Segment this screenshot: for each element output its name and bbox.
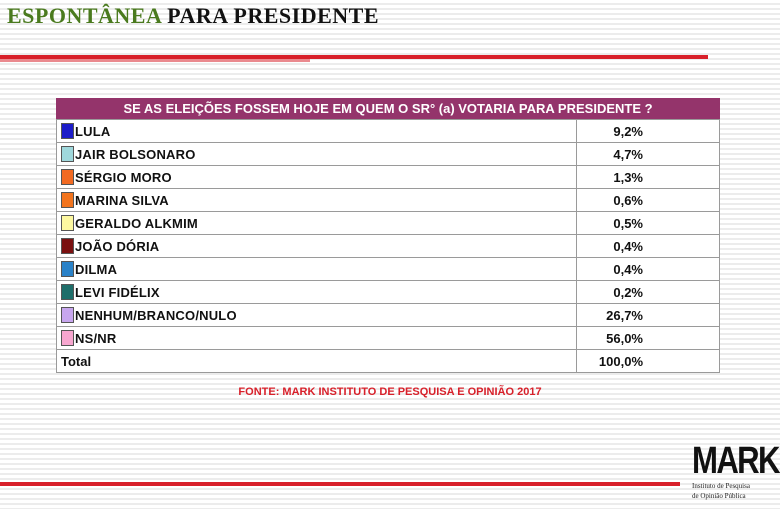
- table-row: DILMA 0,4%: [56, 257, 720, 281]
- candidate-name: NS/NR: [75, 330, 117, 346]
- legend-swatch: [61, 330, 74, 346]
- logo-wordmark: MARK: [692, 440, 780, 482]
- candidate-cell: NENHUM/BRANCO/NULO: [56, 303, 577, 327]
- legend-swatch: [61, 192, 74, 208]
- candidate-cell: LEVI FIDÉLIX: [56, 280, 577, 304]
- percentage-value: 1,3%: [576, 165, 720, 189]
- candidate-cell: LULA: [56, 119, 577, 143]
- table-row: SÉRGIO MORO 1,3%: [56, 165, 720, 189]
- table-row: MARINA SILVA 0,6%: [56, 188, 720, 212]
- red-band-top: [0, 55, 708, 59]
- candidate-name: LULA: [75, 123, 111, 139]
- candidate-cell: NS/NR: [56, 326, 577, 350]
- legend-swatch: [61, 307, 74, 323]
- title-part-1: ESPONTÂNEA: [7, 3, 162, 28]
- candidate-cell: DILMA: [56, 257, 577, 281]
- legend-swatch: [61, 238, 74, 254]
- candidate-cell: JAIR BOLSONARO: [56, 142, 577, 166]
- percentage-value: 0,4%: [576, 234, 720, 258]
- candidate-name: DILMA: [75, 261, 118, 277]
- percentage-value: 9,2%: [576, 119, 720, 143]
- logo-subtitle-1: Instituto de Pesquisa: [692, 482, 750, 490]
- total-row: Total 100,0%: [56, 349, 720, 373]
- candidate-name: JOÃO DÓRIA: [75, 238, 160, 254]
- candidate-name: MARINA SILVA: [75, 192, 169, 208]
- logo-subtitle-2: de Opinião Pública: [692, 492, 746, 500]
- percentage-value: 0,6%: [576, 188, 720, 212]
- red-band-shade: [0, 59, 310, 62]
- percentage-value: 26,7%: [576, 303, 720, 327]
- candidate-cell: JOÃO DÓRIA: [56, 234, 577, 258]
- table-row: LEVI FIDÉLIX 0,2%: [56, 280, 720, 304]
- legend-swatch: [61, 123, 74, 139]
- percentage-value: 4,7%: [576, 142, 720, 166]
- table-row: JAIR BOLSONARO 4,7%: [56, 142, 720, 166]
- mark-logo: MARK Instituto de Pesquisa de Opinião Pú…: [692, 440, 780, 500]
- legend-swatch: [61, 261, 74, 277]
- percentage-value: 0,5%: [576, 211, 720, 235]
- legend-swatch: [61, 146, 74, 162]
- table-row: GERALDO ALKMIM 0,5%: [56, 211, 720, 235]
- table-row: LULA 9,2%: [56, 119, 720, 143]
- legend-swatch: [61, 169, 74, 185]
- red-band-bottom: [0, 482, 680, 486]
- percentage-value: 0,2%: [576, 280, 720, 304]
- source-text: FONTE: MARK INSTITUTO DE PESQUISA E OPIN…: [238, 386, 542, 398]
- page-title: ESPONTÂNEA PARA PRESIDENTE: [7, 3, 379, 29]
- table-row: JOÃO DÓRIA 0,4%: [56, 234, 720, 258]
- percentage-value: 0,4%: [576, 257, 720, 281]
- table-row: NENHUM/BRANCO/NULO 26,7%: [56, 303, 720, 327]
- results-table-container: SE AS ELEIÇÕES FOSSEM HOJE EM QUEM O SR°…: [56, 98, 720, 373]
- results-table: LULA 9,2% JAIR BOLSONARO 4,7% SÉRGIO MORO 1,3…: [56, 119, 720, 373]
- candidate-name: LEVI FIDÉLIX: [75, 284, 160, 300]
- percentage-value: 56,0%: [576, 326, 720, 350]
- total-label-cell: Total: [56, 349, 577, 373]
- title-part-2: PARA PRESIDENTE: [167, 3, 380, 28]
- table-question-header: SE AS ELEIÇÕES FOSSEM HOJE EM QUEM O SR°…: [56, 98, 720, 119]
- candidate-name: NENHUM/BRANCO/NULO: [75, 307, 237, 323]
- legend-swatch: [61, 284, 74, 300]
- table-row: NS/NR 56,0%: [56, 326, 720, 350]
- total-label: Total: [61, 353, 92, 369]
- candidate-cell: MARINA SILVA: [56, 188, 577, 212]
- candidate-name: JAIR BOLSONARO: [75, 146, 196, 162]
- candidate-name: GERALDO ALKMIM: [75, 215, 198, 231]
- legend-swatch: [61, 215, 74, 231]
- source-note: FONTE: MARK INSTITUTO DE PESQUISA E OPIN…: [0, 386, 780, 398]
- candidate-cell: SÉRGIO MORO: [56, 165, 577, 189]
- candidate-name: SÉRGIO MORO: [75, 169, 172, 185]
- candidate-cell: GERALDO ALKMIM: [56, 211, 577, 235]
- results-table-body: LULA 9,2% JAIR BOLSONARO 4,7% SÉRGIO MORO 1,3…: [56, 119, 720, 373]
- total-value: 100,0%: [576, 349, 720, 373]
